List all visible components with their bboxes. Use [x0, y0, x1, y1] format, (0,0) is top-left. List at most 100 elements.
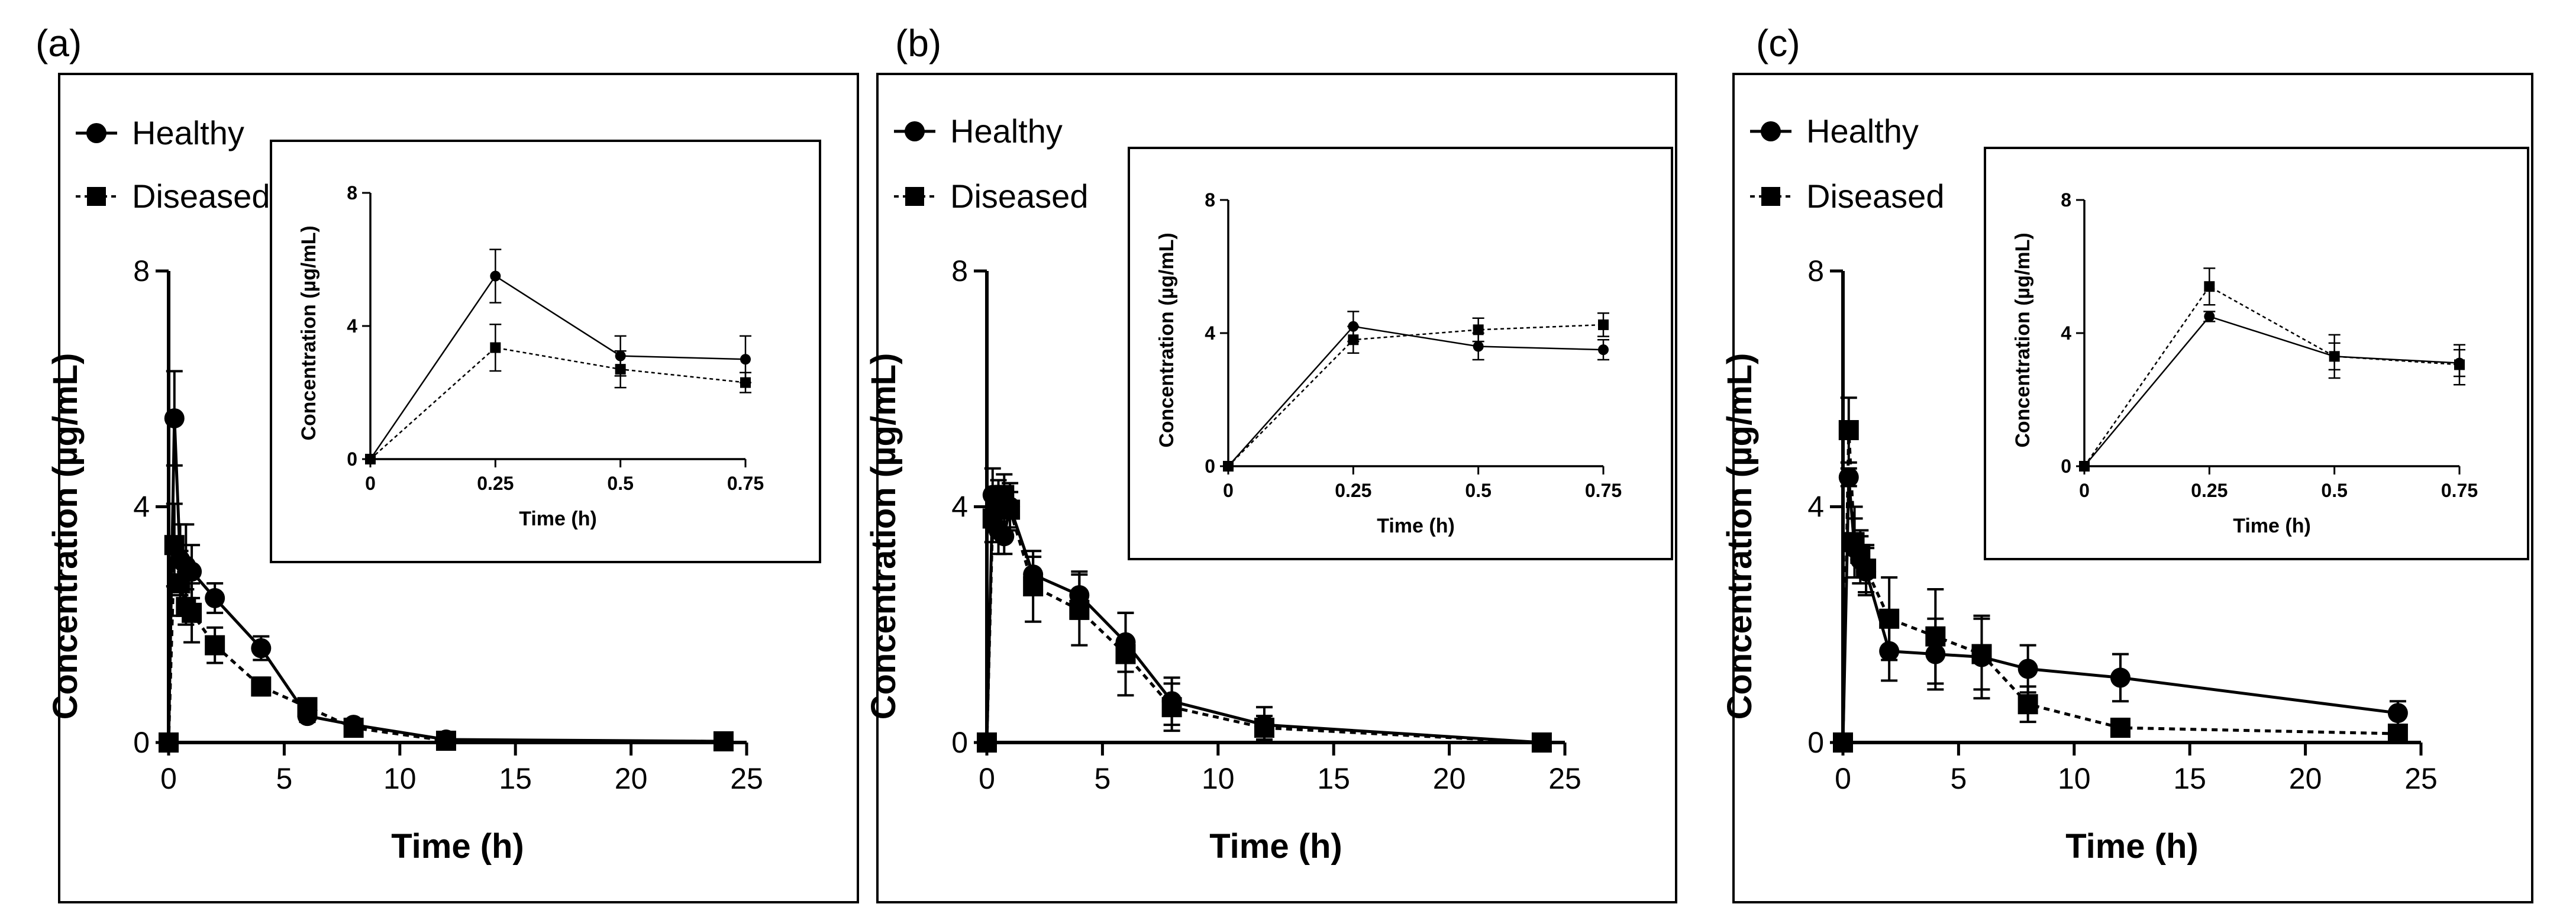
inset-series-diseased	[2079, 267, 2465, 472]
inset-series-healthy-line	[369, 275, 746, 460]
inset-series-diseased-line	[2083, 285, 2460, 467]
inset-frame	[1984, 147, 2529, 560]
x-tick-label: 0	[1835, 762, 1851, 795]
inset-series-diseased-point	[1473, 324, 1484, 335]
inset-series-healthy-point	[740, 354, 751, 365]
series-healthy-point	[251, 638, 272, 658]
series-diseased-line	[1841, 430, 2398, 743]
panel-label: (a)	[35, 22, 82, 64]
series-diseased-point	[2017, 694, 2038, 715]
inset-x-tick-label: 0.25	[477, 473, 514, 494]
series-diseased-point	[982, 508, 1003, 529]
inset-series-diseased-point	[1348, 334, 1359, 346]
series-diseased-point	[343, 718, 364, 738]
x-tick-label: 20	[2289, 762, 2322, 795]
series-diseased-point	[1531, 732, 1552, 753]
inset-series-diseased-point	[740, 377, 751, 388]
x-tick-label: 15	[499, 762, 532, 795]
inset-series-diseased-point	[2079, 461, 2090, 472]
series-diseased-point	[1856, 559, 1877, 579]
y-axis-title: Concentration (µg/mL)	[864, 353, 903, 720]
inset-series-healthy-point	[1598, 344, 1609, 356]
series-diseased-point	[2110, 718, 2130, 738]
series-healthy-point	[2110, 667, 2130, 688]
series-diseased-point	[1023, 576, 1044, 596]
x-tick-label: 20	[1433, 762, 1466, 795]
series-diseased-point	[1254, 718, 1274, 738]
series-healthy-point	[205, 587, 225, 608]
legend-diseased-label: Diseased	[132, 177, 270, 215]
inset-x-tick-label: 0.25	[1335, 480, 1371, 501]
inset-series-diseased-line	[1228, 324, 1604, 467]
y-tick-label: 4	[951, 490, 968, 524]
panel-a: (a) 0 4 8 0 5 10 15 20 25 Time (h) Concentration (µ…	[35, 22, 859, 903]
inset-series-diseased-point	[1598, 319, 1609, 330]
x-tick-label: 10	[383, 762, 417, 795]
x-tick-label: 20	[615, 762, 648, 795]
series-diseased-point	[1838, 419, 1859, 440]
legend-healthy-marker	[86, 123, 106, 143]
y-tick-label: 8	[951, 254, 968, 288]
series-diseased-point	[1069, 599, 1090, 620]
inset-y-tick-label: 8	[347, 182, 357, 204]
inset-series-diseased-point	[2454, 359, 2465, 370]
series-diseased-point	[1161, 697, 1182, 718]
inset-series-diseased-point	[2204, 281, 2215, 292]
series-diseased-point	[297, 697, 318, 718]
inset-series-diseased-point	[365, 454, 376, 464]
series-diseased-line	[167, 544, 724, 743]
x-tick-label: 10	[1202, 762, 1235, 795]
legend-healthy-marker	[905, 121, 925, 141]
legend-healthy-label: Healthy	[132, 114, 244, 151]
inset-x-tick-label: 0.75	[2441, 480, 2478, 501]
legend-diseased-label: Diseased	[950, 177, 1088, 215]
series-diseased-point	[1000, 499, 1021, 520]
series-diseased-point	[164, 535, 185, 556]
panel-b: (b) 0 4 8 0 5 10 15 20 25 Time (h) Concentration (µ…	[864, 22, 1677, 903]
inset-y-tick-label: 0	[1205, 456, 1215, 477]
inset-y-axis-title: Concentration (µg/mL)	[298, 225, 320, 440]
inset-x-tick-label: 0.75	[727, 473, 764, 494]
series-healthy-point	[164, 408, 185, 429]
panel-label: (c)	[1756, 22, 1800, 64]
x-tick-label: 25	[1548, 762, 1581, 795]
x-tick-label: 5	[276, 762, 292, 795]
x-axis-title: Time (h)	[391, 827, 524, 866]
inset-series-diseased-point	[1223, 461, 1234, 472]
y-tick-label: 0	[1807, 726, 1824, 759]
legend-healthy-label: Healthy	[1806, 112, 1919, 150]
inset-series-healthy-point	[2204, 311, 2215, 322]
x-tick-label: 5	[1094, 762, 1111, 795]
x-tick-label: 5	[1950, 762, 1967, 795]
series-diseased-point	[1833, 732, 1853, 753]
inset-x-axis-title: Time (h)	[2233, 515, 2311, 537]
y-axis-title: Concentration (µg/mL)	[46, 353, 85, 720]
inset-y-axis-title: Concentration (µg/mL)	[1155, 233, 1178, 447]
legend-diseased-marker	[905, 187, 924, 206]
legend-diseased-marker	[87, 187, 106, 206]
series-diseased	[1833, 396, 2408, 753]
inset-series-diseased	[1223, 312, 1609, 472]
x-axis-title: Time (h)	[1209, 827, 1342, 866]
inset-series-healthy-line	[1228, 325, 1604, 467]
inset-x-tick-label: 0.5	[607, 473, 633, 494]
series-diseased-point	[251, 676, 272, 697]
x-tick-label: 15	[2173, 762, 2206, 795]
inset-y-tick-label: 4	[2061, 322, 2071, 344]
y-axis-title: Concentration (µg/mL)	[1720, 353, 1759, 720]
series-diseased-point	[159, 732, 179, 753]
inset-frame	[270, 140, 821, 563]
series-diseased-point	[713, 731, 734, 752]
series-diseased-point	[170, 573, 191, 594]
inset-series-healthy-point	[1473, 341, 1484, 352]
inset-series-diseased-line	[370, 347, 746, 460]
inset-x-tick-label: 0	[1223, 480, 1234, 501]
inset-frame	[1128, 147, 1673, 560]
y-tick-label: 4	[1807, 490, 1824, 524]
inset-x-tick-label: 0.25	[2191, 480, 2228, 501]
series-diseased-point	[205, 635, 225, 656]
series-diseased-point	[1115, 644, 1136, 664]
x-tick-label: 0	[979, 762, 995, 795]
series-diseased	[159, 502, 734, 753]
